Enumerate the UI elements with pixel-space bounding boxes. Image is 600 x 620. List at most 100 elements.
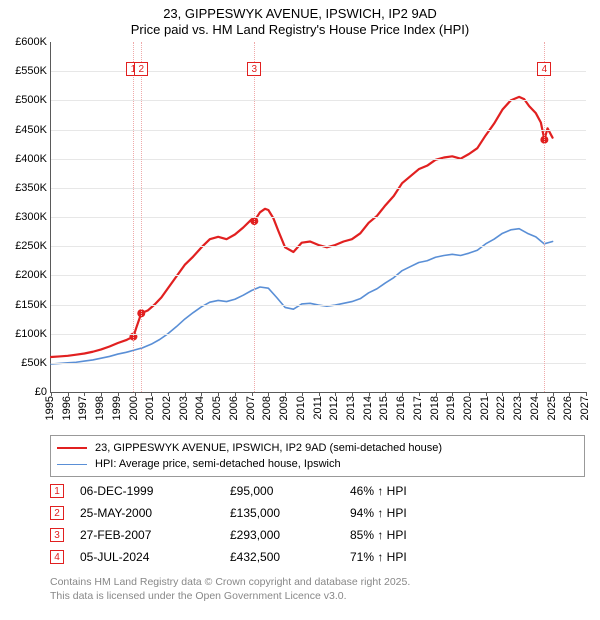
y-tick-label: £100K <box>2 328 47 340</box>
sale-price: £293,000 <box>230 528 350 542</box>
legend-box: 23, GIPPESWYK AVENUE, IPSWICH, IP2 9AD (… <box>50 435 585 477</box>
x-tick-label: 2026 <box>562 396 574 420</box>
x-tick-label: 2013 <box>345 396 357 420</box>
gridline <box>51 100 586 101</box>
x-tick-label: 1995 <box>44 396 56 420</box>
gridline <box>51 188 586 189</box>
x-tick-label: 2024 <box>529 396 541 420</box>
attribution-line-1: Contains HM Land Registry data © Crown c… <box>50 576 585 590</box>
sale-marker-line <box>141 42 142 392</box>
sale-marker-badge: 4 <box>537 62 551 76</box>
gridline <box>51 217 586 218</box>
sale-price: £135,000 <box>230 506 350 520</box>
series-line <box>51 97 553 357</box>
sale-pct-vs-hpi: 46% ↑ HPI <box>350 484 585 498</box>
sale-pct-vs-hpi: 85% ↑ HPI <box>350 528 585 542</box>
sale-date: 25-MAY-2000 <box>80 506 230 520</box>
sale-marker-line <box>133 42 134 392</box>
legend-swatch <box>57 464 87 465</box>
legend-row: 23, GIPPESWYK AVENUE, IPSWICH, IP2 9AD (… <box>57 440 578 456</box>
sales-table: 1 06-DEC-1999£95,00046% ↑ HPI 2 25-MAY-2000… <box>50 480 585 568</box>
y-tick-label: £350K <box>2 182 47 194</box>
sale-number-box: 4 <box>50 550 64 564</box>
sale-price: £95,000 <box>230 484 350 498</box>
sale-number-box: 2 <box>50 506 64 520</box>
x-tick-label: 2007 <box>245 396 257 420</box>
title-line-2: Price paid vs. HM Land Registry's House … <box>0 22 600 38</box>
x-tick-label: 2023 <box>512 396 524 420</box>
y-tick-label: £300K <box>2 211 47 223</box>
x-tick-label: 2002 <box>161 396 173 420</box>
x-tick-label: 1996 <box>61 396 73 420</box>
sale-row: 1 06-DEC-1999£95,00046% ↑ HPI <box>50 480 585 502</box>
x-tick-label: 1999 <box>111 396 123 420</box>
sale-row: 405-JUL-2024£432,50071% ↑ HPI <box>50 546 585 568</box>
gridline <box>51 363 586 364</box>
chart-area: 1234 £0£50K£100K£150K£200K£250K£300K£350… <box>0 42 600 432</box>
x-tick-label: 2022 <box>495 396 507 420</box>
x-tick-label: 2005 <box>211 396 223 420</box>
legend-label: 23, GIPPESWYK AVENUE, IPSWICH, IP2 9AD (… <box>95 442 442 454</box>
x-tick-label: 2018 <box>429 396 441 420</box>
x-tick-label: 2019 <box>445 396 457 420</box>
y-tick-label: £150K <box>2 299 47 311</box>
sale-row: 2 25-MAY-2000£135,00094% ↑ HPI <box>50 502 585 524</box>
y-tick-label: £450K <box>2 124 47 136</box>
attribution-line-2: This data is licensed under the Open Gov… <box>50 590 585 604</box>
x-tick-label: 2009 <box>278 396 290 420</box>
y-tick-label: £200K <box>2 269 47 281</box>
x-tick-label: 2001 <box>144 396 156 420</box>
title-line-1: 23, GIPPESWYK AVENUE, IPSWICH, IP2 9AD <box>0 6 600 22</box>
x-tick-label: 2000 <box>128 396 140 420</box>
sale-pct-vs-hpi: 71% ↑ HPI <box>350 550 585 564</box>
x-tick-label: 2027 <box>579 396 591 420</box>
sale-row: 3 27-FEB-2007£293,00085% ↑ HPI <box>50 524 585 546</box>
x-tick-label: 2006 <box>228 396 240 420</box>
legend-swatch <box>57 447 87 449</box>
sale-date: 27-FEB-2007 <box>80 528 230 542</box>
x-tick-label: 2003 <box>178 396 190 420</box>
y-tick-label: £550K <box>2 65 47 77</box>
x-tick-label: 2004 <box>194 396 206 420</box>
y-tick-label: £400K <box>2 153 47 165</box>
sale-number-box: 1 <box>50 484 64 498</box>
sale-number-box: 3 <box>50 528 64 542</box>
x-tick-label: 2021 <box>479 396 491 420</box>
x-tick-label: 2017 <box>412 396 424 420</box>
x-tick-label: 2008 <box>261 396 273 420</box>
sale-date: 05-JUL-2024 <box>80 550 230 564</box>
y-tick-label: £250K <box>2 240 47 252</box>
title-block: 23, GIPPESWYK AVENUE, IPSWICH, IP2 9AD P… <box>0 0 600 39</box>
gridline <box>51 305 586 306</box>
x-tick-label: 2020 <box>462 396 474 420</box>
sale-marker-badge: 3 <box>247 62 261 76</box>
gridline <box>51 159 586 160</box>
gridline <box>51 275 586 276</box>
x-tick-label: 2025 <box>546 396 558 420</box>
sale-date: 06-DEC-1999 <box>80 484 230 498</box>
y-tick-label: £600K <box>2 36 47 48</box>
figure-root: 23, GIPPESWYK AVENUE, IPSWICH, IP2 9AD P… <box>0 0 600 620</box>
gridline <box>51 246 586 247</box>
legend-label: HPI: Average price, semi-detached house,… <box>95 458 341 470</box>
y-tick-label: £0 <box>2 386 47 398</box>
gridline <box>51 130 586 131</box>
sale-pct-vs-hpi: 94% ↑ HPI <box>350 506 585 520</box>
gridline <box>51 334 586 335</box>
x-tick-label: 2016 <box>395 396 407 420</box>
x-tick-label: 2014 <box>362 396 374 420</box>
x-tick-label: 1998 <box>94 396 106 420</box>
x-tick-label: 2012 <box>328 396 340 420</box>
series-line <box>51 229 553 364</box>
y-tick-label: £50K <box>2 357 47 369</box>
x-tick-label: 2010 <box>295 396 307 420</box>
y-tick-label: £500K <box>2 94 47 106</box>
sale-marker-line <box>254 42 255 392</box>
plot-region: 1234 <box>50 42 586 393</box>
x-tick-label: 2011 <box>312 396 324 420</box>
x-tick-label: 1997 <box>77 396 89 420</box>
sale-marker-line <box>544 42 545 392</box>
x-tick-label: 2015 <box>378 396 390 420</box>
attribution-text: Contains HM Land Registry data © Crown c… <box>50 576 585 603</box>
sale-marker-badge: 2 <box>134 62 148 76</box>
